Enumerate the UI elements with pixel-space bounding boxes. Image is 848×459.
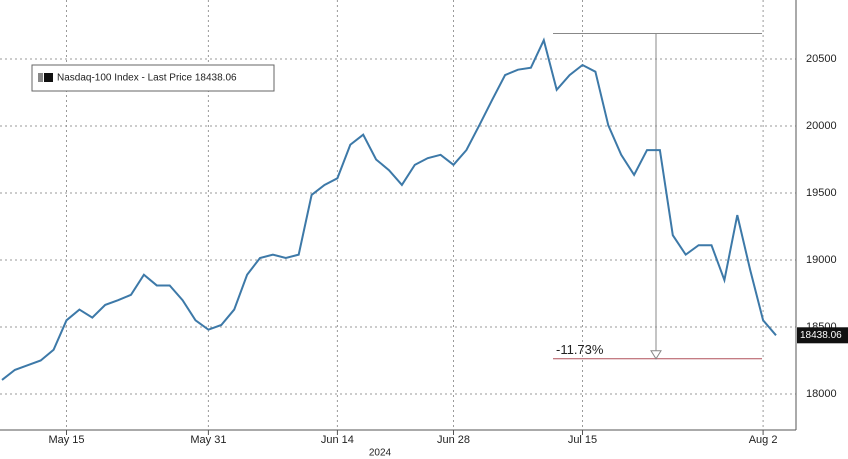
y-tick-label: 20500 [806, 53, 837, 65]
arrow-head [650, 350, 662, 360]
legend-icon [38, 73, 43, 82]
legend-icon [44, 73, 53, 82]
y-tick-label: 19000 [806, 254, 837, 266]
x-axis-label: 2024 [369, 448, 392, 459]
annotation-label: -11.73% [556, 342, 604, 357]
x-tick-label: Jun 28 [437, 434, 470, 446]
x-tick-label: Jun 14 [321, 434, 354, 446]
last-price-label: 18438.06 [800, 330, 842, 341]
y-tick-label: 18000 [806, 388, 837, 400]
price-line [1, 37, 777, 381]
x-tick-label: Aug 2 [749, 434, 778, 446]
x-tick-label: May 15 [48, 434, 84, 446]
legend-box [31, 64, 275, 92]
y-tick-label: 19500 [806, 187, 837, 199]
y-tick-label: 20000 [806, 120, 837, 132]
x-tick-label: May 31 [190, 434, 226, 446]
legend-label: Nasdaq-100 Index - Last Price 18438.06 [57, 73, 237, 84]
x-tick-label: Jul 15 [568, 434, 597, 446]
last-price-tag [797, 327, 848, 344]
